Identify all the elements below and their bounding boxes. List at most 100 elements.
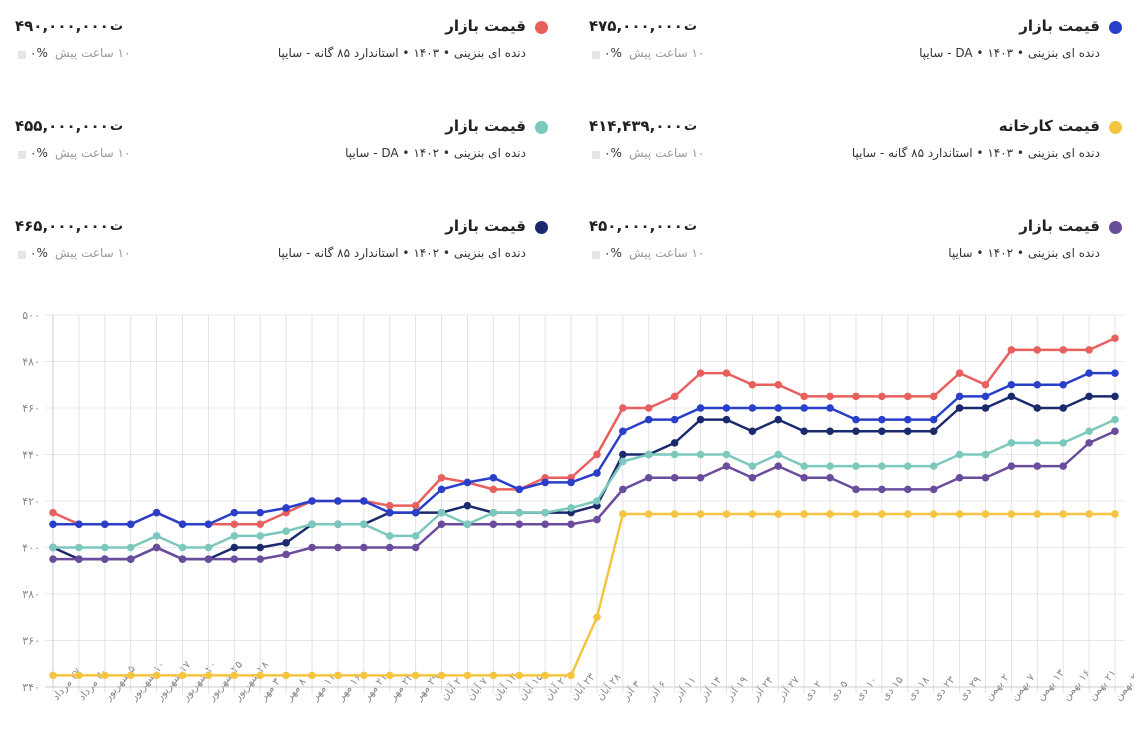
data-point: [800, 392, 808, 401]
data-point: [981, 473, 990, 482]
data-point: [308, 671, 316, 680]
data-point: [1111, 510, 1119, 518]
series-line: [53, 418, 1116, 549]
data-point: [826, 392, 834, 401]
data-point: [800, 404, 808, 412]
data-point: [256, 520, 265, 529]
data-point: [567, 520, 575, 529]
data-point: [282, 504, 290, 512]
data-point: [593, 515, 601, 524]
data-point: [774, 462, 783, 470]
card-title: قیمت بازار: [1019, 17, 1100, 35]
data-point: [1033, 380, 1042, 389]
data-point: [463, 501, 472, 510]
data-point: [1111, 334, 1119, 343]
series-line: [52, 337, 1116, 526]
series-color-dot: [1109, 221, 1122, 234]
price-card[interactable]: قیمت بازار دنده ای بنزینی • ۱۴۰۳ • DA - …: [574, 15, 1134, 75]
data-point: [852, 485, 860, 494]
data-point: [437, 473, 446, 482]
data-point: [256, 543, 265, 552]
data-point: [256, 508, 265, 517]
data-point: [385, 532, 394, 540]
data-point: [696, 510, 705, 518]
data-point: [826, 462, 834, 470]
series-line: [52, 395, 1115, 561]
price-card[interactable]: قیمت بازار دنده ای بنزینی • ۱۴۰۲ • DA - …: [0, 115, 560, 175]
x-tick-label: ۱۵ دی: [879, 674, 906, 703]
currency-label: ت: [110, 219, 124, 234]
data-point: [463, 520, 472, 529]
change-percent: ۰%: [30, 46, 48, 60]
card-price: ۴۵۵,۰۰۰,۰۰۰: [15, 117, 109, 135]
data-point: [360, 543, 368, 552]
data-point: [619, 510, 627, 518]
data-point: [385, 543, 394, 552]
currency-label: ت: [684, 19, 698, 34]
data-point: [826, 404, 834, 412]
data-point: [903, 392, 912, 401]
data-point: [282, 527, 290, 536]
data-point: [619, 427, 627, 436]
price-card[interactable]: قیمت بازار دنده ای بنزینی • ۱۴۰۲ • سایپا…: [574, 215, 1134, 275]
data-point: [1033, 404, 1042, 412]
price-card[interactable]: قیمت بازار دنده ای بنزینی • ۱۴۰۳ • استان…: [0, 15, 560, 75]
data-point: [308, 543, 316, 552]
price-card[interactable]: قیمت بازار دنده ای بنزینی • ۱۴۰۲ • استان…: [0, 215, 560, 275]
data-point: [1085, 439, 1093, 447]
x-tick-label: ۳ آذر: [619, 678, 644, 704]
data-point: [308, 497, 316, 505]
data-point: [593, 450, 601, 459]
data-point: [515, 671, 524, 680]
data-point: [593, 469, 601, 477]
data-point: [1111, 415, 1119, 424]
data-point: [256, 671, 265, 680]
data-point: [748, 404, 757, 412]
data-point: [670, 415, 679, 424]
data-point: [385, 501, 394, 510]
data-point: [1033, 510, 1042, 518]
change-indicator-icon: [18, 51, 26, 59]
data-point: [670, 439, 679, 447]
data-point: [49, 543, 57, 552]
data-point: [722, 450, 731, 459]
data-point: [360, 520, 368, 529]
y-tick-label: ۴۰۰: [22, 542, 40, 555]
price-history-chart: ۵۰۰۴۸۰۴۶۰۴۴۰۴۲۰۴۰۰۳۸۰۳۶۰۳۴۰۲۷ مرداد۳۰ مر…: [22, 309, 1134, 704]
series-color-dot: [535, 121, 548, 134]
data-point: [903, 462, 912, 470]
data-point: [1085, 510, 1093, 518]
data-point: [644, 450, 653, 459]
data-point: [152, 508, 161, 517]
data-point: [101, 555, 109, 563]
price-card[interactable]: قیمت کارخانه دنده ای بنزینی • ۱۴۰۳ • است…: [574, 115, 1134, 175]
data-point: [411, 501, 420, 510]
data-point: [1059, 380, 1067, 389]
data-point: [282, 671, 290, 680]
data-point: [722, 369, 731, 377]
data-point: [800, 427, 808, 436]
data-point: [774, 404, 783, 412]
card-title: قیمت کارخانه: [998, 117, 1100, 135]
data-point: [955, 392, 964, 401]
card-subtitle: دنده ای بنزینی • ۱۴۰۲ • سایپا: [948, 246, 1100, 260]
data-point: [489, 520, 498, 529]
data-point: [981, 380, 990, 389]
data-point: [981, 510, 990, 518]
y-tick-label: ۳۴۰: [22, 681, 40, 694]
series-color-dot: [535, 221, 548, 234]
data-point: [1007, 439, 1016, 447]
data-point: [360, 671, 368, 680]
data-point: [1033, 462, 1042, 470]
data-point: [541, 508, 549, 517]
currency-label: ت: [684, 119, 698, 134]
data-point: [774, 510, 783, 518]
currency-label: ت: [684, 219, 698, 234]
data-point: [748, 510, 757, 518]
data-point: [101, 543, 109, 552]
x-tick-label: ۵ دی: [827, 678, 850, 703]
data-point: [541, 520, 549, 529]
updated-time: ۱۰ ساعت پیش: [55, 146, 131, 160]
data-point: [722, 462, 731, 470]
data-point: [955, 450, 964, 459]
